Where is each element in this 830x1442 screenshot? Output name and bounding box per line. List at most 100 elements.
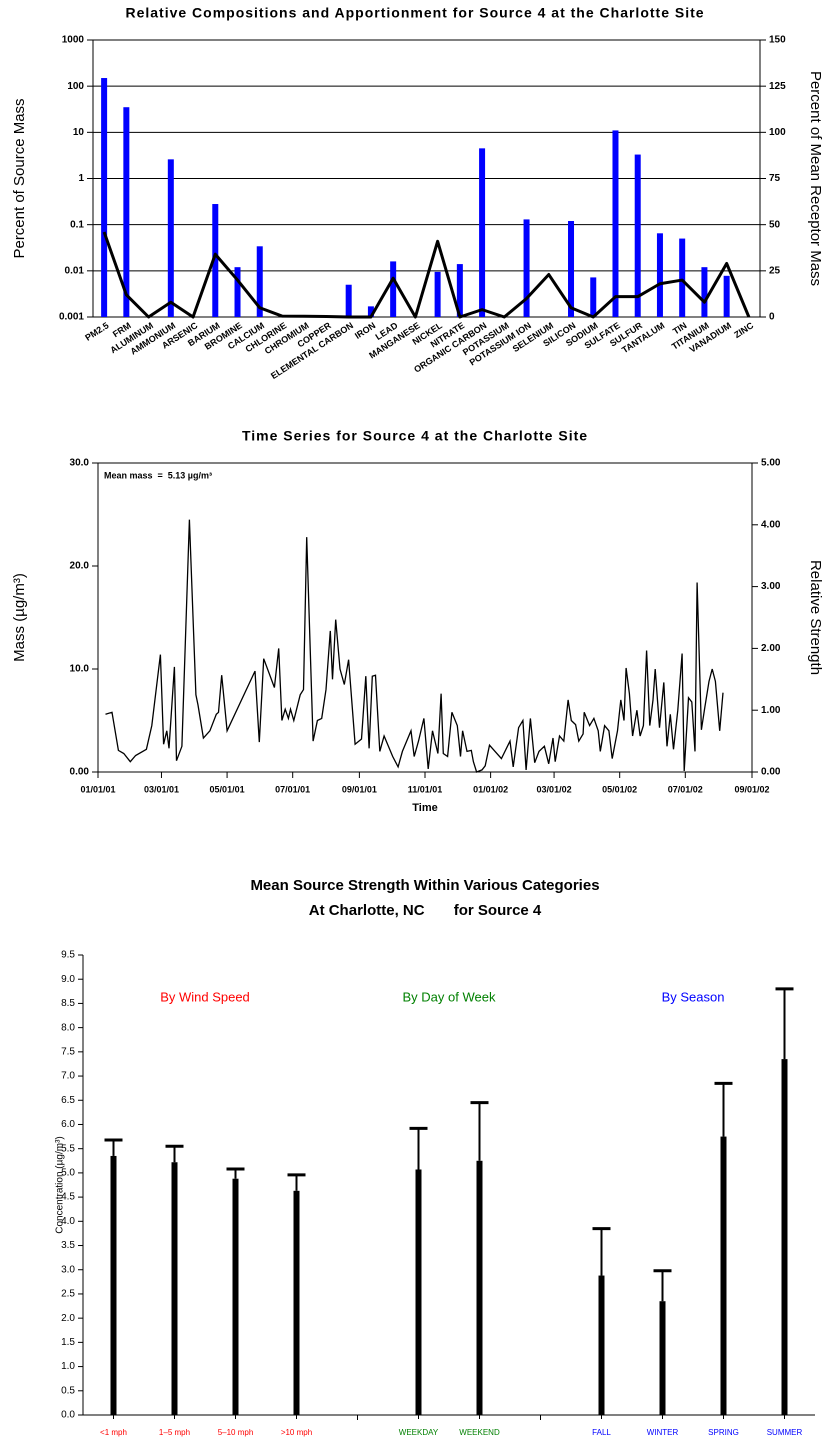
bar [101, 78, 108, 318]
y-tick-label: 7.0 [61, 1071, 75, 1082]
y2-tick-label: 100 [769, 127, 786, 138]
y-tick-label: 4.5 [61, 1192, 75, 1203]
x-tick-label: 03/01/01 [144, 784, 179, 794]
y-tick-label: 2.5 [61, 1289, 75, 1300]
bar [720, 1136, 727, 1415]
y2-tick-label: 3.00 [761, 581, 781, 592]
y-tick-label: 5.5 [61, 1143, 75, 1154]
x-tick-label: <1 mph [100, 1428, 127, 1437]
bar [634, 154, 641, 317]
y-tick-label: 7.5 [61, 1046, 75, 1057]
bar [590, 277, 597, 317]
y-tick-label: 10.0 [70, 664, 90, 675]
bar [659, 1301, 666, 1415]
bar [656, 233, 663, 317]
y-tick-label: 8.5 [61, 998, 75, 1009]
y2-axis-title: Relative Strength [807, 560, 824, 675]
x-tick-label: 05/01/01 [210, 784, 245, 794]
chart-subtitle: At Charlotte, NC for Source 4 [309, 902, 542, 919]
bar [612, 130, 619, 317]
x-tick-label: PM2.5 [83, 320, 110, 343]
x-tick-label: 05/01/02 [602, 784, 637, 794]
y-tick-label: 20.0 [70, 561, 90, 572]
x-tick-label: WINTER [647, 1428, 679, 1437]
bar [679, 238, 686, 317]
y-tick-label: 1 [78, 173, 84, 184]
bar [232, 1178, 239, 1415]
y2-tick-label: 25 [769, 265, 781, 276]
bar [293, 1190, 300, 1415]
y-tick-label: 3.0 [61, 1264, 75, 1275]
annotation: Mean mass = 5.13 µg/m³ [104, 470, 212, 480]
bar [110, 1155, 117, 1415]
chart-title: Time Series for Source 4 at the Charlott… [242, 428, 588, 444]
x-tick-label: IRON [353, 320, 377, 341]
bar [171, 1162, 178, 1415]
y-tick-label: 0.001 [59, 312, 84, 323]
x-tick-label: 11/01/01 [408, 784, 443, 794]
y-tick-label: 9.5 [61, 950, 75, 961]
y2-tick-label: 2.00 [761, 643, 781, 654]
y-tick-label: 10 [73, 127, 85, 138]
bar [256, 246, 263, 317]
bar [234, 267, 241, 317]
y-axis-title: Concentration (µg/m³) [55, 1136, 66, 1233]
x-tick-label: 01/01/01 [80, 784, 115, 794]
y2-tick-label: 75 [769, 173, 781, 184]
y-tick-label: 5.0 [61, 1168, 75, 1179]
bar [523, 219, 530, 317]
y-tick-label: 2.0 [61, 1313, 75, 1324]
bar [390, 261, 397, 317]
y-tick-label: 100 [67, 81, 84, 92]
x-tick-label: 03/01/02 [537, 784, 572, 794]
y-tick-label: 30.0 [70, 458, 90, 469]
y2-tick-label: 0.00 [761, 767, 781, 778]
y-axis-title: Percent of Source Mass [11, 98, 28, 258]
chart-title: Mean Source Strength Within Various Cate… [250, 877, 599, 894]
y-tick-label: 9.0 [61, 974, 75, 985]
x-tick-label: WEEKEND [459, 1428, 500, 1437]
bar [212, 204, 219, 317]
x-tick-label: 09/01/01 [342, 784, 377, 794]
x-axis-title: Time [412, 802, 437, 814]
y2-tick-label: 150 [769, 35, 786, 46]
bar [367, 306, 374, 317]
bar [434, 271, 441, 317]
x-tick-label: 5–10 mph [218, 1428, 254, 1437]
bar [781, 1059, 788, 1415]
bar [701, 267, 708, 317]
group-label: By Wind Speed [160, 989, 250, 1004]
chart-title: Relative Compositions and Apportionment … [125, 5, 704, 21]
bar [598, 1275, 605, 1415]
bar [476, 1160, 483, 1415]
bar [479, 148, 486, 317]
x-tick-label: 01/01/02 [473, 784, 508, 794]
group-label: By Day of Week [403, 989, 496, 1004]
x-tick-label: ZINC [732, 320, 755, 340]
y2-tick-label: 5.00 [761, 458, 781, 469]
y-tick-label: 6.5 [61, 1095, 75, 1106]
y-tick-label: 8.0 [61, 1022, 75, 1033]
y2-tick-label: 50 [769, 219, 781, 230]
line [105, 519, 724, 773]
y2-tick-label: 125 [769, 81, 786, 92]
bar [723, 275, 730, 317]
y-tick-label: 1000 [62, 35, 85, 46]
y-tick-label: 0.5 [61, 1385, 75, 1396]
bar [415, 1169, 422, 1415]
y-tick-label: 1.5 [61, 1337, 75, 1348]
y-tick-label: 0.01 [65, 265, 85, 276]
x-tick-label: 1–5 mph [159, 1428, 190, 1437]
y2-tick-label: 4.00 [761, 519, 781, 530]
x-tick-label: 07/01/02 [668, 784, 703, 794]
y2-tick-label: 1.00 [761, 705, 781, 716]
y-tick-label: 0.0 [61, 1410, 75, 1421]
y-tick-label: 0.1 [70, 219, 84, 230]
y2-tick-label: 0 [769, 312, 775, 323]
group-label: By Season [662, 989, 725, 1004]
bar [123, 107, 130, 318]
x-tick-label: 07/01/01 [275, 784, 310, 794]
x-tick-label: SUMMER [767, 1428, 803, 1437]
y-tick-label: 1.0 [61, 1361, 75, 1372]
